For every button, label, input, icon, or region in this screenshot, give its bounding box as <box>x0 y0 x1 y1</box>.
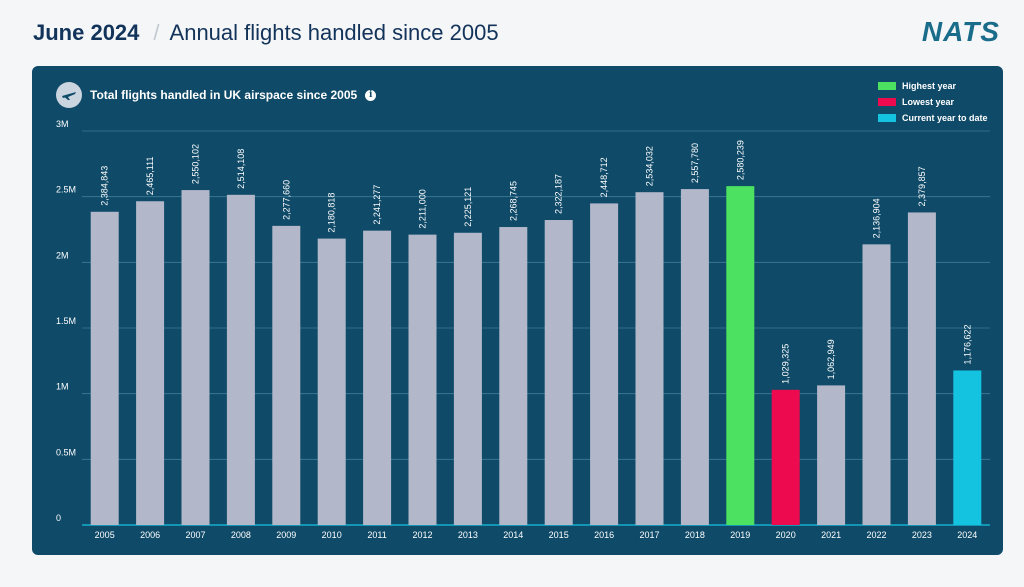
bar-2009 <box>272 225 301 526</box>
y-tick-label: 0 <box>56 513 61 523</box>
legend-label-lowest: Lowest year <box>902 97 955 107</box>
bar-2018 <box>680 189 709 525</box>
bar-2017 <box>635 192 664 525</box>
x-tick-label: 2012 <box>412 530 432 540</box>
x-tick-label: 2019 <box>730 530 750 540</box>
x-tick-label: 2018 <box>685 530 705 540</box>
data-label: 2,557,780 <box>690 143 700 183</box>
bar-2022 <box>862 244 891 525</box>
chart-title-row: Total flights handled in UK airspace sin… <box>56 82 377 108</box>
legend-swatch-highest <box>878 82 896 90</box>
chart-title: Total flights handled in UK airspace sin… <box>90 88 358 102</box>
bar-2021 <box>817 385 846 525</box>
legend-label-highest: Highest year <box>902 81 957 91</box>
nats-logo: NATS <box>921 16 1000 47</box>
data-label: 2,211,000 <box>418 189 428 228</box>
bar-2008 <box>226 194 255 525</box>
data-label: 2,384,843 <box>100 166 110 206</box>
data-label: 2,534,032 <box>645 146 655 186</box>
data-label: 1,062,949 <box>826 339 836 379</box>
info-icon[interactable]: i <box>365 89 377 101</box>
bar-2023 <box>907 212 936 526</box>
data-label: 2,268,745 <box>508 181 518 221</box>
bar-2007 <box>181 190 210 525</box>
x-tick-label: 2020 <box>776 530 796 540</box>
data-label: 2,580,239 <box>735 140 745 180</box>
data-label: 2,448,712 <box>599 157 609 197</box>
bar-2024 <box>953 370 982 525</box>
bar-chart: 0 0.5M 1M 1.5M 2M 2.5M 3M 2005 2,384,843 2006 2,46… <box>56 119 990 540</box>
bar-2020 <box>771 389 800 525</box>
data-label: 2,180,818 <box>327 193 337 233</box>
x-tick-label: 2017 <box>639 530 659 540</box>
bar-2019 <box>726 186 755 525</box>
data-label: 2,225,121 <box>463 187 473 227</box>
x-tick-label: 2008 <box>231 530 251 540</box>
data-label: 2,550,102 <box>191 144 201 184</box>
data-label: 2,241,277 <box>372 185 382 225</box>
bar-2014 <box>499 227 528 526</box>
y-tick-label: 2M <box>56 250 69 260</box>
x-tick-label: 2016 <box>594 530 614 540</box>
y-tick-label: 1M <box>56 382 69 392</box>
y-tick-label: 0.5M <box>56 447 76 457</box>
header-subtitle: Annual flights handled since 2005 <box>169 20 499 45</box>
y-tick-label: 2.5M <box>56 185 76 195</box>
x-tick-label: 2024 <box>957 530 977 540</box>
bar-2006 <box>136 201 165 525</box>
x-tick-label: 2009 <box>276 530 296 540</box>
header-month: June 2024 <box>33 20 140 45</box>
legend-swatch-current <box>878 114 896 122</box>
y-tick-label: 1.5M <box>56 316 76 326</box>
x-tick-label: 2021 <box>821 530 841 540</box>
x-tick-label: 2022 <box>866 530 886 540</box>
legend-item-lowest: Lowest year <box>878 94 988 110</box>
data-label: 2,322,187 <box>554 174 564 214</box>
legend-label-current: Current year to date <box>902 113 988 123</box>
legend-item-highest: Highest year <box>878 78 988 94</box>
x-tick-label: 2010 <box>322 530 342 540</box>
page-header: June 2024 / Annual flights handled since… <box>33 20 499 50</box>
plane-icon <box>56 82 82 108</box>
data-label: 2,277,660 <box>281 180 291 220</box>
chart-panel: 0 0.5M 1M 1.5M 2M 2.5M 3M 2005 2,384,843 2006 2,46… <box>32 66 1003 555</box>
data-label: 2,379,857 <box>917 166 927 206</box>
bar-2016 <box>590 203 619 525</box>
bar-2015 <box>544 220 573 525</box>
data-label: 2,465,111 <box>145 157 155 196</box>
x-tick-label: 2013 <box>458 530 478 540</box>
x-tick-label: 2007 <box>185 530 205 540</box>
data-label: 2,514,108 <box>236 149 246 189</box>
bar-2012 <box>408 234 437 525</box>
x-tick-label: 2005 <box>95 530 115 540</box>
bar-2005 <box>90 211 119 525</box>
chart-legend: Highest year Lowest year Current year to… <box>878 78 988 126</box>
data-label: 2,136,904 <box>872 198 882 238</box>
legend-item-current: Current year to date <box>878 110 988 126</box>
x-tick-label: 2011 <box>367 530 386 540</box>
bar-2010 <box>317 238 346 525</box>
y-tick-label: 3M <box>56 119 69 129</box>
bar-2011 <box>363 230 392 525</box>
x-tick-label: 2015 <box>549 530 569 540</box>
x-tick-label: 2014 <box>503 530 523 540</box>
header-separator: / <box>153 20 160 45</box>
x-tick-label: 2023 <box>912 530 932 540</box>
x-tick-label: 2006 <box>140 530 160 540</box>
bar-2013 <box>453 232 482 525</box>
legend-swatch-lowest <box>878 98 896 106</box>
data-label: 1,176,622 <box>962 324 972 364</box>
data-label: 1,029,325 <box>781 344 791 384</box>
